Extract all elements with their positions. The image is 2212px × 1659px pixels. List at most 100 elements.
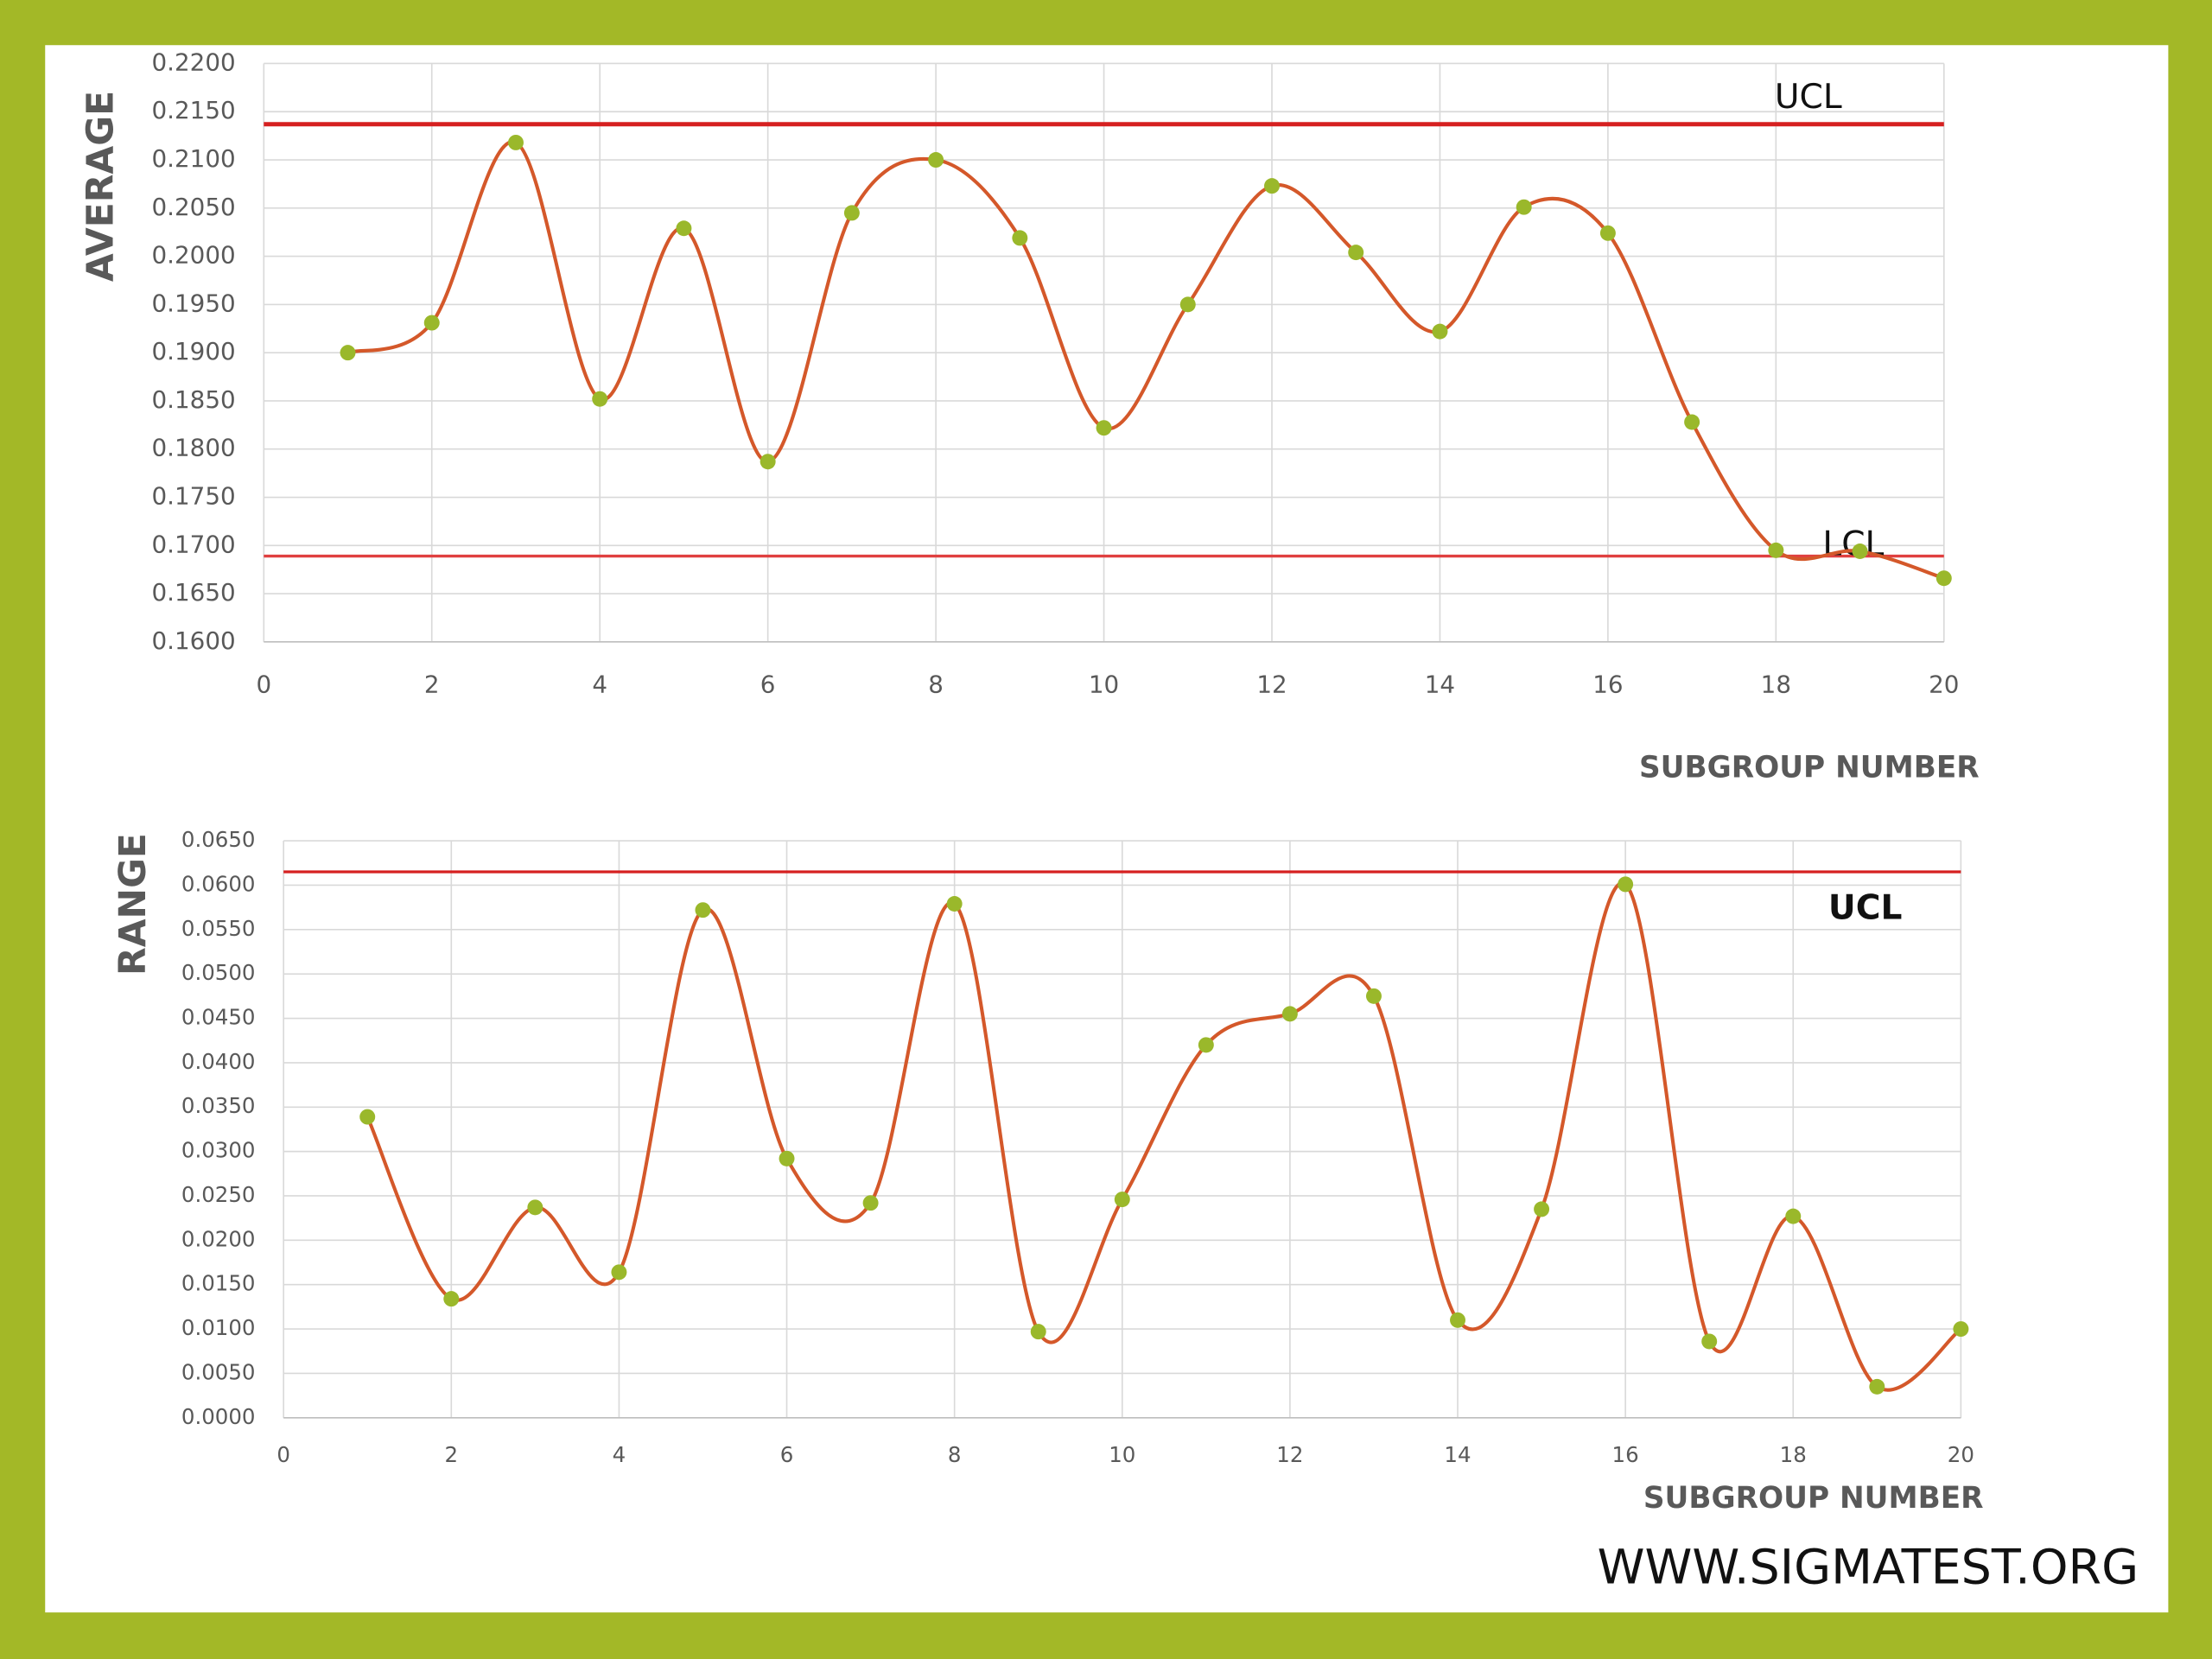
x-tick-label: 14 <box>1425 670 1455 698</box>
y-tick-label: 0.1900 <box>152 337 236 365</box>
x-tick-label: 20 <box>1948 1442 1974 1467</box>
y-tick-label: 0.0100 <box>181 1315 256 1340</box>
y-tick-label: 0.2200 <box>152 48 236 76</box>
data-point <box>1198 1037 1214 1053</box>
x-tick-label: 12 <box>1276 1442 1303 1467</box>
y-tick-label: 0.0500 <box>181 960 256 985</box>
y-tick-label: 0.0600 <box>181 871 256 896</box>
y-tick-label: 0.0200 <box>181 1226 256 1251</box>
data-point <box>862 1195 879 1211</box>
panel <box>45 45 2169 1613</box>
x-tick-label: 2 <box>424 670 440 698</box>
data-point <box>946 896 963 912</box>
y-tick-label: 0.0650 <box>181 827 256 852</box>
data-point <box>527 1199 543 1216</box>
data-point <box>1869 1378 1885 1395</box>
x-tick-label: 18 <box>1761 670 1791 698</box>
control-limit-label: UCL <box>1775 78 1842 117</box>
data-point <box>1096 420 1112 436</box>
data-point <box>1281 1006 1298 1022</box>
data-point <box>1348 245 1364 261</box>
x-tick-label: 16 <box>1612 1442 1639 1467</box>
data-point <box>592 391 608 407</box>
y-tick-label: 0.0000 <box>181 1404 256 1429</box>
control-limit-label: LCL <box>1822 524 1884 563</box>
x-tick-label: 0 <box>256 670 271 698</box>
data-point <box>843 205 860 221</box>
data-point <box>1936 570 1952 587</box>
data-point <box>1030 1324 1046 1340</box>
data-point <box>1114 1192 1130 1208</box>
y-tick-label: 0.1800 <box>152 434 236 462</box>
x-tick-label: 20 <box>1929 670 1959 698</box>
x-tick-label: 16 <box>1592 670 1623 698</box>
x-tick-label: 4 <box>592 670 607 698</box>
data-point <box>779 1150 795 1166</box>
data-point <box>1516 199 1532 215</box>
data-point <box>1179 296 1196 313</box>
data-point <box>443 1291 460 1307</box>
footer: WWW.SIGMATEST.ORG <box>1598 1539 2139 1595</box>
y-tick-label: 0.1850 <box>152 385 236 414</box>
data-point <box>1768 542 1784 558</box>
data-point <box>611 1264 627 1281</box>
data-point <box>1012 230 1028 246</box>
data-point <box>1785 1208 1802 1224</box>
y-tick-label: 0.2050 <box>152 193 236 221</box>
y-tick-label: 0.0250 <box>181 1182 256 1207</box>
y-tick-label: 0.0450 <box>181 1005 256 1030</box>
x-tick-label: 10 <box>1109 1442 1135 1467</box>
y-tick-label: 0.1700 <box>152 530 236 558</box>
x-tick-label: 4 <box>613 1442 626 1467</box>
control-limit-label: UCL <box>1828 889 1903 928</box>
y-tick-label: 0.1650 <box>152 578 236 607</box>
data-point <box>1618 876 1634 893</box>
x-tick-label: 8 <box>948 1442 962 1467</box>
data-point <box>423 315 440 331</box>
y-tick-label: 0.0300 <box>181 1138 256 1163</box>
y-tick-label: 0.0350 <box>181 1093 256 1118</box>
data-point <box>676 220 692 237</box>
data-point <box>1852 543 1868 559</box>
data-point <box>760 454 776 470</box>
x-tick-label: 14 <box>1444 1442 1471 1467</box>
data-point <box>1365 988 1382 1004</box>
x-tick-label: 18 <box>1780 1442 1807 1467</box>
y-axis-label: RANGE <box>112 833 155 976</box>
data-point <box>1701 1333 1718 1350</box>
data-point <box>1953 1321 1969 1338</box>
y-tick-label: 0.0150 <box>181 1271 256 1296</box>
data-point <box>1599 225 1616 241</box>
x-tick-label: 10 <box>1089 670 1119 698</box>
data-point <box>340 345 356 361</box>
x-tick-label: 12 <box>1256 670 1287 698</box>
data-point <box>1684 414 1700 430</box>
data-point <box>508 134 524 150</box>
data-point <box>1264 178 1280 194</box>
y-tick-label: 0.1750 <box>152 482 236 511</box>
series-line <box>365 880 1962 1392</box>
y-tick-label: 0.1600 <box>152 626 236 655</box>
y-tick-label: 0.2000 <box>152 241 236 270</box>
x-tick-label: 2 <box>444 1442 458 1467</box>
data-point <box>1450 1312 1466 1328</box>
y-tick-label: 0.2150 <box>152 96 236 124</box>
x-tick-label: 8 <box>928 670 944 698</box>
x-tick-label: 6 <box>780 1442 794 1467</box>
y-tick-label: 0.0550 <box>181 916 256 941</box>
data-point <box>928 152 944 168</box>
data-point <box>695 902 711 918</box>
y-axis-label: AVERAGE <box>80 91 123 282</box>
y-tick-label: 0.1950 <box>152 289 236 317</box>
x-axis-label: SUBGROUP NUMBER <box>1643 1481 1984 1516</box>
x-axis-label: SUBGROUP NUMBER <box>1639 750 1980 785</box>
x-tick-label: 6 <box>760 670 776 698</box>
x-tick-label: 0 <box>276 1442 290 1467</box>
data-point <box>1432 323 1448 340</box>
y-tick-label: 0.2100 <box>152 144 236 173</box>
y-tick-label: 0.0400 <box>181 1049 256 1074</box>
data-point <box>359 1109 376 1125</box>
y-tick-label: 0.0050 <box>181 1359 256 1384</box>
